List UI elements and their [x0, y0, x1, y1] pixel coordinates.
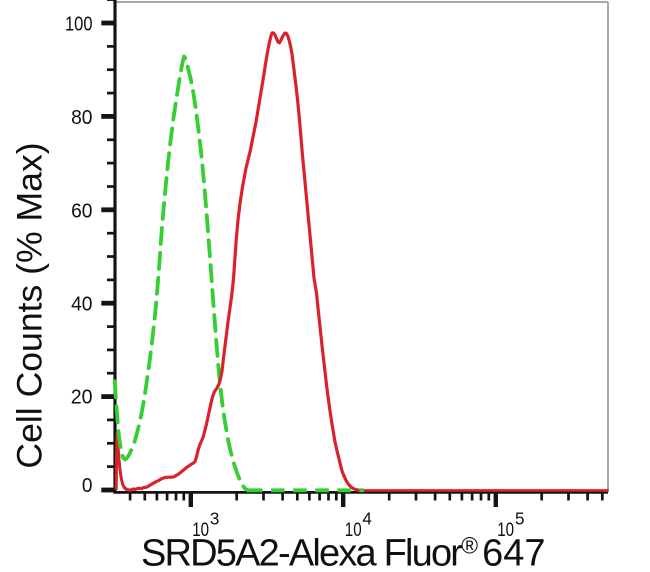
svg-text:10: 10 — [497, 519, 514, 541]
svg-text:5: 5 — [515, 509, 525, 529]
svg-text:20: 20 — [71, 387, 93, 409]
svg-text:60: 60 — [71, 200, 92, 222]
svg-text:3: 3 — [210, 509, 220, 529]
svg-text:0: 0 — [82, 475, 93, 497]
svg-text:10: 10 — [345, 519, 362, 541]
svg-text:Cell Counts (% Max): Cell Counts (% Max) — [10, 142, 50, 468]
svg-text:4: 4 — [362, 509, 372, 529]
svg-text:80: 80 — [71, 107, 92, 129]
svg-text:10: 10 — [192, 519, 209, 541]
svg-text:100: 100 — [65, 14, 93, 36]
svg-text:40: 40 — [71, 294, 92, 316]
svg-text:SRD5A2-Alexa Fluor®647: SRD5A2-Alexa Fluor® 647 — [141, 533, 545, 568]
